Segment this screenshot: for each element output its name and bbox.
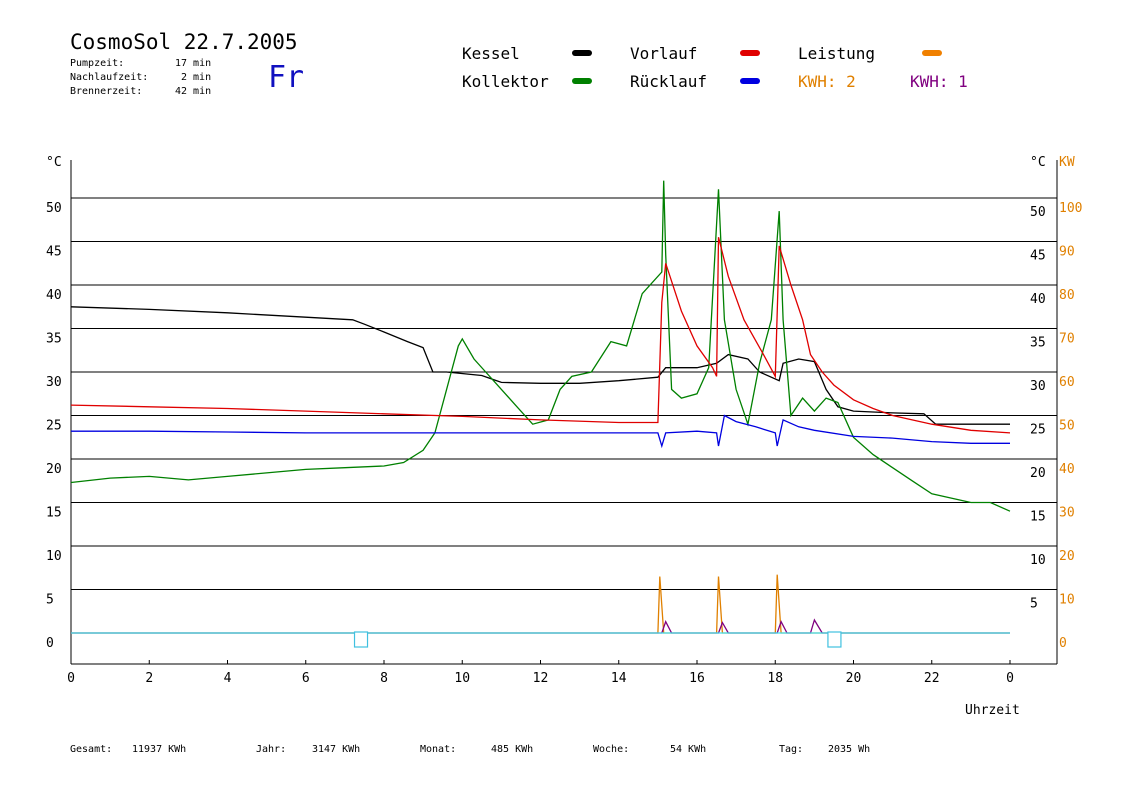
pump-marker	[353, 631, 369, 648]
legend-leistung-swatch	[922, 50, 942, 56]
x-tick-label: 4	[224, 671, 232, 686]
pumpzeit-label: Pumpzeit:	[70, 58, 125, 69]
legend-kwh-a-label: KWH: 2	[798, 72, 856, 91]
y-right-tick-label: 15	[1030, 510, 1046, 525]
stat-jahr-label: Jahr:	[256, 744, 287, 755]
series-line-vorlauf	[70, 237, 1011, 434]
x-tick-label: 2	[145, 671, 153, 686]
legend-ruecklauf-label: Rücklauf	[630, 72, 708, 91]
stat-tag-value: 2035 Wh	[828, 744, 871, 755]
y-right-unit-label: °C	[1030, 155, 1046, 170]
kw-tick-label: 50	[1059, 419, 1075, 434]
y-right-tick-label: 50	[1030, 205, 1046, 220]
y-left-tick-label: 10	[46, 549, 62, 564]
x-axis-label: Uhrzeit	[965, 703, 1020, 718]
kw-tick-label: 60	[1059, 375, 1075, 390]
stat-tag-label: Tag:	[779, 744, 804, 755]
stat-monat-label: Monat:	[420, 744, 457, 755]
series-line-rcklauf	[71, 414, 1010, 449]
kw-tick-label: 0	[1059, 636, 1067, 651]
y-left-tick-label: 40	[46, 288, 62, 303]
kw-unit-label: KW	[1059, 155, 1075, 170]
stat-gesamt-label: Gesamt:	[70, 744, 113, 755]
legend-kwh-b-label: KWH: 1	[910, 72, 968, 91]
series-line-leistung	[71, 574, 1010, 634]
pump-marker	[827, 631, 842, 648]
legend-kessel-label: Kessel	[462, 44, 520, 63]
x-tick-label: 0	[67, 671, 75, 686]
kw-tick-label: 90	[1059, 245, 1075, 260]
x-tick-label: 8	[380, 671, 388, 686]
y-left-tick-label: 30	[46, 375, 62, 390]
x-tick-label: 20	[846, 671, 862, 686]
y-left-tick-label: 5	[46, 593, 54, 608]
kw-tick-label: 80	[1059, 288, 1075, 303]
x-tick-label: 6	[302, 671, 310, 686]
y-right-tick-label: 30	[1030, 379, 1046, 394]
x-tick-label: 16	[689, 671, 705, 686]
x-tick-label: 12	[533, 671, 549, 686]
stat-woche-label: Woche:	[593, 744, 630, 755]
series-line-kollektor	[70, 180, 1011, 512]
y-right-tick-label: 45	[1030, 249, 1046, 264]
legend-kessel-swatch	[572, 50, 592, 56]
brennerzeit-label: Brennerzeit:	[70, 86, 143, 97]
chart-title: CosmoSol 22.7.2005	[70, 30, 298, 54]
y-left-tick-label: 15	[46, 506, 62, 521]
y-left-tick-label: 0	[46, 636, 54, 651]
kw-tick-label: 70	[1059, 332, 1075, 347]
legend-kollektor-swatch	[572, 78, 592, 84]
y-right-tick-label: 20	[1030, 466, 1046, 481]
stat-jahr-value: 3147 KWh	[312, 744, 361, 755]
x-tick-label: 10	[454, 671, 470, 686]
stat-gesamt-value: 11937 KWh	[132, 744, 187, 755]
y-right-tick-label: 5	[1030, 597, 1038, 612]
kw-tick-label: 10	[1059, 593, 1075, 608]
y-left-tick-label: 35	[46, 332, 62, 347]
stat-woche-value: 54 KWh	[670, 744, 707, 755]
legend-vorlauf-label: Vorlauf	[630, 44, 698, 63]
y-left-tick-label: 25	[46, 419, 62, 434]
nachlaufzeit-label: Nachlaufzeit:	[70, 72, 149, 83]
kw-tick-label: 20	[1059, 549, 1075, 564]
y-right-tick-label: 35	[1030, 336, 1046, 351]
y-right-tick-label: 40	[1030, 292, 1046, 307]
x-tick-label: 18	[767, 671, 783, 686]
weekday-label: Fr	[268, 60, 305, 95]
y-right-tick-label: 10	[1030, 553, 1046, 568]
y-left-tick-label: 45	[46, 245, 62, 260]
y-right-tick-label: 25	[1030, 423, 1046, 438]
stat-monat-value: 485 KWh	[491, 744, 534, 755]
brennerzeit-value: 42 min	[175, 86, 212, 97]
kw-tick-label: 40	[1059, 462, 1075, 477]
y-left-tick-label: 20	[46, 462, 62, 477]
series-line-kwh	[71, 618, 1010, 634]
series-line-kessel	[70, 306, 1010, 425]
nachlaufzeit-value: 2 min	[181, 72, 212, 83]
kw-tick-label: 30	[1059, 506, 1075, 521]
legend-vorlauf-swatch	[740, 50, 760, 56]
x-tick-label: 22	[924, 671, 940, 686]
legend-ruecklauf-swatch	[740, 78, 760, 84]
x-tick-label: 14	[611, 671, 627, 686]
pumpzeit-value: 17 min	[175, 58, 212, 69]
legend-leistung-label: Leistung	[798, 44, 876, 63]
x-tick-label: 0	[1006, 671, 1014, 686]
legend-kollektor-label: Kollektor	[462, 72, 549, 91]
kw-tick-label: 100	[1059, 201, 1082, 216]
y-left-unit-label: °C	[46, 155, 62, 170]
y-left-tick-label: 50	[46, 201, 62, 216]
